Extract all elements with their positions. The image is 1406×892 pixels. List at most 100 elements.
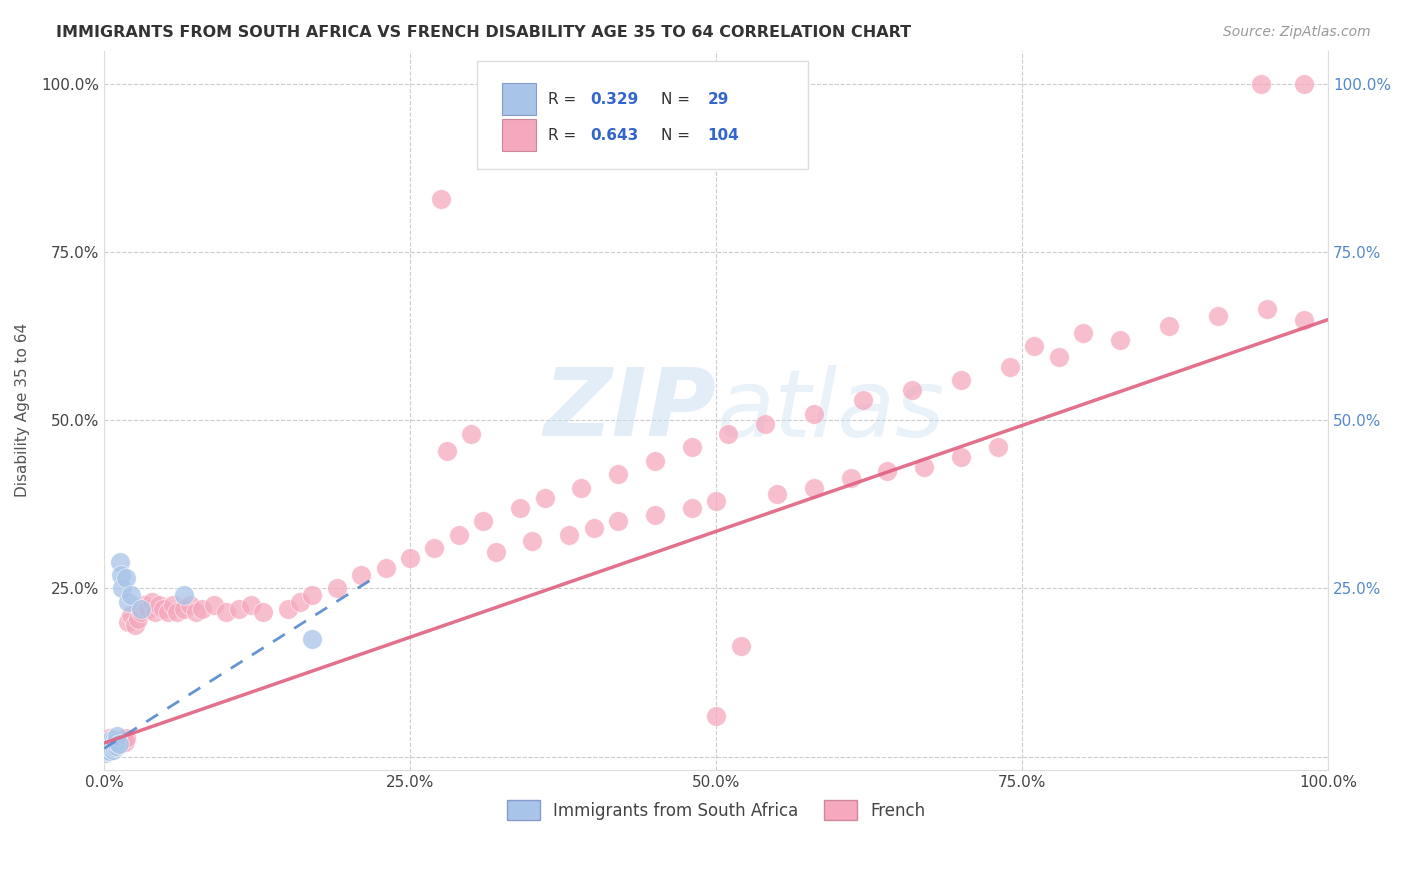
Text: 0.329: 0.329 — [591, 92, 638, 107]
Point — [509, 500, 531, 515]
Text: R =: R = — [548, 128, 582, 143]
Point — [120, 588, 142, 602]
Point — [485, 544, 508, 558]
Point — [754, 417, 776, 431]
Point — [96, 738, 118, 752]
Point — [148, 599, 170, 613]
Point — [117, 595, 139, 609]
Point — [105, 735, 128, 749]
FancyBboxPatch shape — [478, 62, 808, 169]
Point — [98, 741, 121, 756]
Point — [423, 541, 446, 556]
Point — [681, 500, 703, 515]
Text: N =: N = — [661, 92, 695, 107]
Point — [100, 732, 122, 747]
Point — [447, 527, 470, 541]
Point — [152, 601, 174, 615]
Point — [114, 735, 136, 749]
Point — [115, 731, 138, 745]
Point — [104, 739, 127, 754]
Point — [717, 426, 740, 441]
Point — [141, 595, 163, 609]
Text: 104: 104 — [707, 128, 740, 143]
Point — [98, 743, 121, 757]
Point — [1206, 310, 1229, 324]
Legend: Immigrants from South Africa, French: Immigrants from South Africa, French — [501, 794, 932, 826]
Point — [472, 514, 495, 528]
Point — [107, 736, 129, 750]
Point — [876, 464, 898, 478]
Point — [120, 608, 142, 623]
Point — [399, 551, 422, 566]
Point — [730, 639, 752, 653]
Point — [104, 735, 127, 749]
Point — [644, 454, 666, 468]
Point — [374, 561, 396, 575]
Point — [582, 521, 605, 535]
Point — [97, 735, 120, 749]
Point — [117, 615, 139, 629]
Point — [522, 534, 544, 549]
Point — [215, 605, 238, 619]
Point — [97, 736, 120, 750]
Text: 0.643: 0.643 — [591, 128, 638, 143]
Point — [460, 426, 482, 441]
Point — [105, 732, 128, 747]
Point — [901, 383, 924, 397]
Point — [105, 739, 128, 754]
Point — [100, 739, 122, 754]
Point — [607, 467, 630, 482]
Point — [1292, 77, 1315, 91]
Point — [96, 744, 118, 758]
Point — [998, 359, 1021, 374]
Point — [912, 460, 935, 475]
Point — [301, 588, 323, 602]
Point — [558, 527, 581, 541]
Point — [288, 595, 311, 609]
Point — [104, 736, 127, 750]
Text: ZIP: ZIP — [543, 364, 716, 457]
Point — [107, 735, 129, 749]
Point — [129, 601, 152, 615]
Point — [1250, 77, 1272, 91]
Point — [101, 736, 124, 750]
Point — [115, 571, 138, 585]
Point — [145, 605, 167, 619]
Point — [100, 739, 122, 754]
Point — [97, 743, 120, 757]
Point — [112, 732, 135, 747]
Point — [97, 744, 120, 758]
Text: Source: ZipAtlas.com: Source: ZipAtlas.com — [1223, 25, 1371, 39]
Point — [110, 732, 132, 747]
Point — [134, 599, 156, 613]
Point — [156, 605, 179, 619]
Point — [98, 738, 121, 752]
Text: R =: R = — [548, 92, 582, 107]
Text: atlas: atlas — [716, 365, 945, 456]
Point — [1024, 339, 1046, 353]
Point — [107, 738, 129, 752]
Point — [949, 373, 972, 387]
Bar — [502, 83, 536, 115]
Point — [101, 738, 124, 752]
Point — [166, 605, 188, 619]
Point — [97, 736, 120, 750]
Point — [429, 192, 451, 206]
Point — [325, 582, 347, 596]
Point — [127, 612, 149, 626]
Point — [301, 632, 323, 646]
Point — [202, 599, 225, 613]
Point — [704, 494, 727, 508]
Point — [97, 739, 120, 754]
Bar — [502, 119, 536, 152]
Point — [571, 481, 593, 495]
Point — [852, 393, 875, 408]
Point — [108, 555, 131, 569]
Point — [644, 508, 666, 522]
Point — [97, 731, 120, 745]
Point — [681, 440, 703, 454]
Point — [98, 732, 121, 747]
Point — [111, 736, 134, 750]
Point — [173, 588, 195, 602]
Point — [100, 735, 122, 749]
